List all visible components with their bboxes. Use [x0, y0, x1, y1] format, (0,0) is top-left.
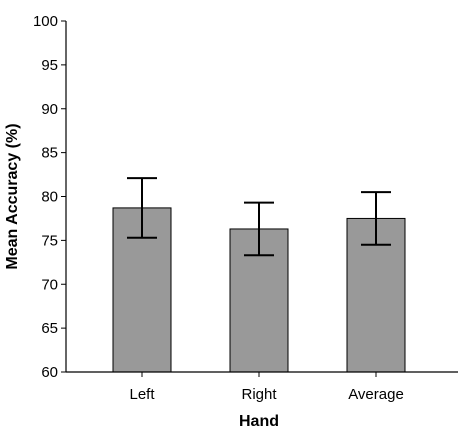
error-bar-average	[361, 191, 391, 246]
y-axis-ticks: 60 65 70 75 80 85 90 95 100	[33, 13, 66, 381]
error-bars	[127, 177, 391, 257]
y-tick-label: 75	[41, 232, 58, 249]
error-bar-left	[127, 177, 157, 239]
y-tick-label: 70	[41, 276, 58, 293]
x-tick-label-left: Left	[129, 386, 155, 403]
x-axis-category-labels: Left Right Average	[129, 372, 404, 403]
y-tick-label: 95	[41, 57, 58, 74]
y-tick-label: 80	[41, 189, 58, 206]
y-tick-label: 65	[41, 320, 58, 337]
y-axis-title: Mean Accuracy (%)	[4, 123, 21, 269]
error-bar-right	[244, 201, 274, 257]
y-tick-label: 60	[41, 364, 58, 381]
y-tick-label: 90	[41, 101, 58, 118]
x-tick-label-average: Average	[348, 386, 404, 403]
y-tick-label: 100	[33, 13, 58, 30]
y-tick-label: 85	[41, 145, 58, 162]
x-tick-label-right: Right	[241, 386, 277, 403]
x-axis-title: Hand	[239, 413, 279, 430]
